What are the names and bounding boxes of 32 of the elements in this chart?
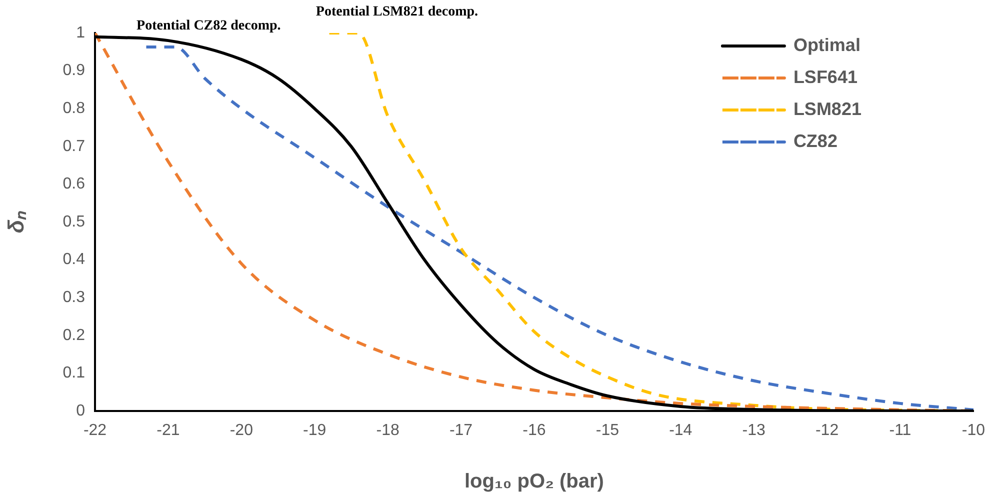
legend-label: CZ82 [793,130,838,151]
annotation: Potential LSM821 decomp. [316,4,478,20]
y-tick-label: 0.1 [62,364,86,382]
x-tick-label: -16 [522,422,546,440]
y-tick-label: 0.5 [62,213,86,230]
x-tick-label: -13 [742,422,766,440]
legend-label: LSM821 [793,98,862,119]
x-axis-title: log₁₀ pO₂ (bar) [464,470,604,493]
y-tick-label: 0 [76,402,86,420]
x-tick-label: -20 [230,422,254,440]
x-tick-label: -18 [376,422,400,440]
y-tick-label: 0.7 [62,138,86,155]
legend-label: Optimal [793,34,860,55]
y-tick-label: 0.6 [62,176,86,193]
y-tick-label: 0.3 [62,289,86,306]
x-tick-label: -17 [449,422,473,440]
x-tick-label: -22 [83,422,107,440]
y-tick-label: 0.2 [62,326,86,344]
y-tick-label: 0.8 [62,100,86,118]
x-tick-label: -10 [962,422,986,440]
y-tick-label: 0.4 [62,251,86,268]
x-tick-label: -15 [596,422,620,440]
y-axis-title: δₙ [3,210,28,234]
x-tick-label: -12 [815,422,839,440]
legend-label: LSF641 [793,66,858,87]
annotation: Potential CZ82 decomp. [136,18,281,34]
x-tick-label: -19 [303,422,326,440]
y-tick-label: 0.9 [62,62,86,80]
x-tick-label: -21 [156,422,180,440]
x-tick-label: -11 [889,422,912,440]
x-tick-label: -14 [669,422,692,440]
y-tick-label: 1 [76,24,86,42]
